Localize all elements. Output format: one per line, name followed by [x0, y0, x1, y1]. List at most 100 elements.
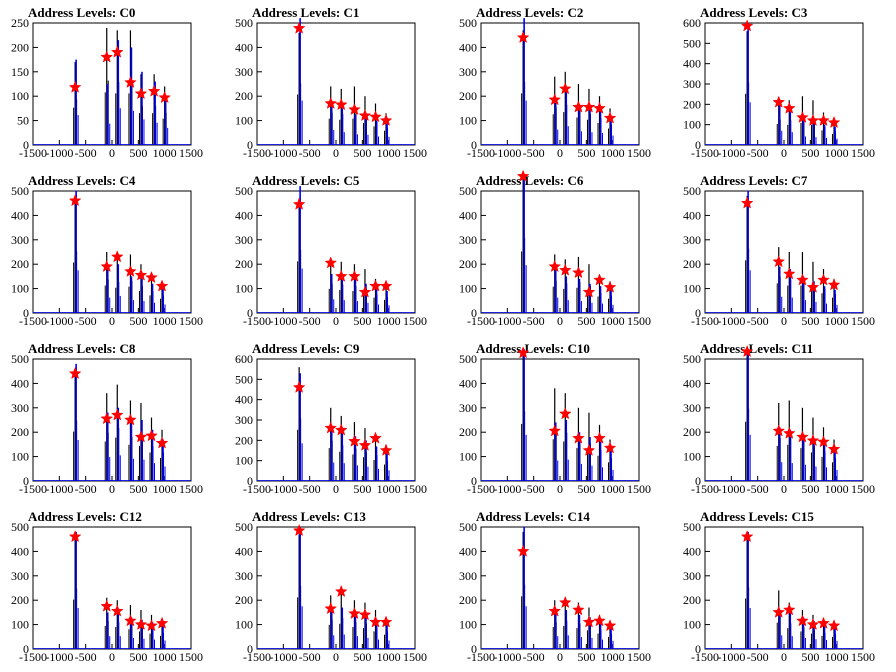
peak-marker — [379, 443, 393, 456]
x-tick-label: 1500 — [403, 650, 427, 664]
peak-marker — [582, 100, 596, 113]
x-tick-label: 500 — [129, 482, 147, 496]
x-tick-label: -1000 — [493, 314, 521, 328]
y-tick-label: 0 — [23, 138, 29, 152]
peak-marker — [740, 19, 754, 32]
x-tick-label: -1500 — [19, 650, 47, 664]
x-tick-label: 1500 — [627, 314, 651, 328]
x-tick-label: 500 — [129, 650, 147, 664]
chart-panel: Address Levels: C12 0 100 200 300 400 500 -1500… — [0, 504, 224, 672]
x-tick-label: 1000 — [153, 650, 177, 664]
y-tick-label: 100 — [235, 454, 253, 468]
peak-marker — [806, 113, 820, 127]
y-tick-label: 0 — [695, 306, 701, 320]
y-tick-label: 400 — [235, 208, 253, 222]
x-tick-label: 0 — [109, 482, 115, 496]
y-tick-label: 250 — [11, 16, 29, 30]
peak-marker — [358, 438, 372, 451]
plot-frame — [32, 358, 192, 482]
peak-marker — [134, 87, 148, 100]
histogram-plot: 0 100 200 300 400 500 -1500-1000 -500 0 500 1000 15… — [235, 520, 427, 664]
y-tick-label: 500 — [459, 352, 477, 366]
chart-panel: Address Levels: C11 0 100 200 300 400 500 -1500… — [672, 336, 896, 504]
x-tick-label: 1000 — [377, 650, 401, 664]
y-tick-label: 100 — [459, 282, 477, 296]
y-tick-label: 300 — [683, 77, 701, 91]
peak-marker — [516, 169, 530, 182]
x-tick-label: -1000 — [493, 146, 521, 160]
y-tick-label: 200 — [459, 593, 477, 607]
x-tick-label: -1500 — [691, 482, 719, 496]
x-tick-label: -500 — [75, 482, 97, 496]
y-tick-label: 200 — [683, 593, 701, 607]
x-tick-label: -1000 — [269, 650, 297, 664]
y-tick-label: 0 — [695, 474, 701, 488]
x-tick-label: -500 — [299, 482, 321, 496]
y-tick-label: 200 — [459, 257, 477, 271]
x-tick-label: -1500 — [467, 482, 495, 496]
peak-marker — [379, 615, 393, 628]
x-tick-label: -500 — [747, 146, 769, 160]
plot-frame — [32, 526, 192, 650]
peak-marker — [558, 82, 572, 95]
x-tick-label: 1500 — [179, 146, 203, 160]
x-tick-label: 0 — [557, 650, 563, 664]
y-tick-label: 100 — [683, 618, 701, 632]
chart-title: Address Levels: C13 — [252, 509, 366, 524]
x-tick-label: -1500 — [243, 650, 271, 664]
y-tick-label: 300 — [459, 401, 477, 415]
peak-marker — [110, 408, 124, 421]
y-tick-label: 0 — [23, 306, 29, 320]
peak-marker — [145, 429, 158, 442]
peak-marker — [740, 344, 754, 358]
peak-marker — [369, 615, 382, 628]
y-tick-label: 0 — [695, 138, 701, 152]
peak-marker — [572, 266, 585, 279]
x-tick-label: -500 — [747, 650, 769, 664]
x-tick-label: -500 — [75, 650, 97, 664]
peak-marker — [582, 285, 596, 298]
y-tick-label: 500 — [459, 16, 477, 30]
chart-title: Address Levels: C14 — [476, 509, 590, 524]
peak-marker — [817, 616, 830, 629]
peak-marker — [548, 93, 562, 106]
peak-marker — [110, 250, 124, 263]
chart-title: Address Levels: C2 — [476, 5, 584, 20]
y-tick-label: 100 — [11, 450, 29, 464]
peak-marker — [772, 424, 786, 437]
peak-marker — [827, 115, 841, 129]
x-tick-label: 1000 — [153, 314, 177, 328]
x-tick-label: 1000 — [825, 650, 849, 664]
y-tick-label: 300 — [235, 413, 253, 427]
x-tick-label: 1500 — [179, 314, 203, 328]
y-tick-label: 100 — [459, 618, 477, 632]
y-tick-label: 500 — [235, 372, 253, 386]
y-tick-label: 500 — [683, 520, 701, 534]
y-tick-label: 400 — [235, 393, 253, 407]
x-tick-label: -1500 — [243, 314, 271, 328]
y-tick-label: 0 — [471, 306, 477, 320]
peak-marker — [516, 30, 530, 44]
y-tick-label: 200 — [11, 257, 29, 271]
histogram-plot: 0 100 200 300 400 500 -1500-1000 -500 0 500 1000 15… — [683, 520, 875, 664]
y-tick-label: 50 — [17, 114, 29, 128]
peak-marker — [796, 110, 809, 123]
x-tick-label: 1500 — [627, 650, 651, 664]
chart-title: Address Levels: C15 — [700, 509, 814, 524]
peak-marker — [593, 614, 606, 627]
chart-title: Address Levels: C5 — [252, 173, 360, 188]
y-tick-label: 400 — [683, 57, 701, 71]
x-tick-label: 1000 — [153, 146, 177, 160]
plot-frame — [704, 526, 864, 650]
x-tick-label: -1000 — [269, 146, 297, 160]
peak-marker — [324, 256, 338, 269]
x-tick-label: -500 — [747, 314, 769, 328]
x-tick-label: -1000 — [493, 650, 521, 664]
chart-panel: Address Levels: C7 0 100 200 300 400 500 -1500-… — [672, 168, 896, 336]
peak-marker — [817, 435, 830, 448]
histogram-plot: 0 100 200 300 400 500 -1500-1000 -500 0 500 1000 15… — [11, 184, 203, 328]
histogram-plot: 0 100 200 300 400 500 -1500-1000 -500 0 500 1000 15… — [11, 520, 203, 664]
x-tick-label: -500 — [523, 650, 545, 664]
chart-panel: Address Levels: C14 0 100 200 300 400 500 -1500… — [448, 504, 672, 672]
peak-marker — [772, 95, 786, 108]
